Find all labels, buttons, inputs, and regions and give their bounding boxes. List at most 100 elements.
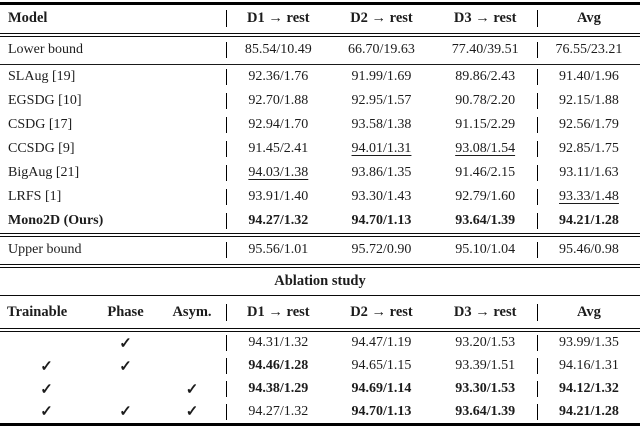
check-phase: ✓	[119, 335, 132, 352]
metric-cell-d2: 93.30/1.43	[351, 188, 412, 204]
table-row-csdg: CSDG [17] 92.94/1.70 93.58/1.38 91.15/2.…	[0, 113, 640, 137]
check-trainable: ✓	[40, 381, 53, 398]
model-name: Lower bound	[8, 42, 84, 57]
metric-cell-d3: 93.30/1.53	[455, 381, 516, 397]
model-name: EGSDG [10]	[8, 92, 82, 108]
metric-cell-d1: 92.36/1.76	[226, 68, 330, 85]
metric-cell-d2: 94.47/1.19	[351, 335, 412, 351]
column-header-d2: D2 → rest	[350, 10, 413, 26]
metric-cell-d1: 85.54/10.49	[226, 42, 330, 58]
ablation-header-row: Trainable Phase Asym. D1 → rest D2 → res…	[0, 296, 640, 328]
model-name: Upper bound	[8, 242, 82, 257]
model-name: SLAug [19]	[8, 68, 76, 84]
metric-cell-d3: 93.20/1.53	[455, 335, 516, 351]
table-row-bigaug: BigAug [21] 94.03/1.38 93.86/1.35 91.46/…	[0, 161, 640, 185]
metric-cell-d2: 66.70/19.63	[348, 42, 415, 57]
metric-cell-d1: 92.70/1.88	[226, 92, 330, 109]
metric-cell-d2: 94.70/1.13	[351, 403, 412, 419]
metric-cell-d1: 91.45/2.41	[226, 140, 330, 157]
column-header-d3: D3 → rest	[453, 10, 517, 26]
metric-cell-d3: 92.79/1.60	[455, 188, 516, 204]
column-header-d1: D1 → rest	[226, 303, 330, 321]
top-rule	[0, 2, 640, 5]
metric-cell-avg: 93.11/1.63	[536, 164, 640, 181]
check-phase: ✓	[119, 404, 132, 421]
metric-cell-d2: 91.99/1.69	[351, 68, 412, 84]
metric-cell-d2: 94.65/1.15	[351, 358, 412, 374]
metric-cell-avg: 92.15/1.88	[536, 92, 640, 109]
metric-cell-d3: 93.64/1.39	[455, 212, 516, 228]
metric-cell-d3: 91.46/2.15	[455, 164, 516, 180]
metric-cell-avg: 92.56/1.79	[536, 116, 640, 133]
column-header-d2: D2 → rest	[350, 303, 413, 320]
metric-cell-d3: 93.39/1.51	[455, 358, 516, 374]
metric-cell-d1: 94.03/1.38	[226, 164, 330, 181]
ablation-row-2: ✓ ✓ 94.46/1.28 94.65/1.15 93.39/1.51 94.…	[0, 355, 640, 378]
column-header-asym: Asym.	[172, 303, 212, 320]
section-rule	[0, 294, 640, 297]
metric-cell-d2: 93.58/1.38	[351, 116, 412, 132]
metric-cell-d1: 94.27/1.32	[226, 212, 330, 229]
ablation-row-4: ✓ ✓ ✓ 94.27/1.32 94.70/1.13 93.64/1.39 9…	[0, 400, 640, 423]
factor-checks: ✓ ✓ ✓	[0, 402, 226, 421]
table-row-upper-bound: Upper bound 95.56/1.01 95.72/0.90 95.10/…	[0, 237, 640, 264]
table-row-lower-bound: Lower bound 85.54/10.49 66.70/19.63 77.4…	[0, 37, 640, 64]
check-trainable: ✓	[40, 358, 53, 375]
metric-cell-d2: 94.01/1.31	[351, 140, 412, 156]
section-rule	[0, 232, 640, 237]
column-header-model: Model	[8, 10, 48, 26]
metric-cell-d3: 93.08/1.54	[455, 140, 516, 156]
metric-cell-d1: 94.27/1.32	[226, 403, 330, 420]
column-header-avg: Avg	[536, 10, 640, 27]
model-name: CSDG [17]	[8, 116, 73, 132]
metric-cell-d2: 93.86/1.35	[351, 164, 412, 180]
metric-cell-d1: 93.91/1.40	[226, 188, 330, 205]
model-name: CCSDG [9]	[8, 140, 75, 156]
column-header-trainable: Trainable	[7, 303, 68, 320]
table-row-egsdg: EGSDG [10] 92.70/1.88 92.95/1.57 90.78/2…	[0, 89, 640, 113]
metric-cell-avg: 93.99/1.35	[536, 335, 640, 352]
ablation-row-3: ✓ ✓ 94.38/1.29 94.69/1.14 93.30/1.53 94.…	[0, 378, 640, 401]
metric-cell-d1: 94.31/1.32	[226, 335, 330, 352]
factor-checks: ✓ ✓	[0, 357, 226, 376]
metric-cell-avg: 94.21/1.28	[536, 403, 640, 420]
metric-cell-d3: 90.78/2.20	[455, 92, 516, 108]
main-table-header-row: Model D1 → rest D2 → rest D3 → rest Avg	[0, 5, 640, 33]
metric-cell-d2: 94.69/1.14	[351, 381, 412, 397]
metric-cell-d3: 77.40/39.51	[451, 42, 519, 57]
metric-cell-avg: 93.33/1.48	[536, 188, 640, 205]
metric-cell-avg: 92.85/1.75	[536, 140, 640, 157]
ablation-title: Ablation study	[274, 272, 366, 289]
section-rule	[0, 63, 640, 65]
metric-cell-d3: 93.64/1.39	[455, 403, 516, 419]
check-trainable: ✓	[40, 404, 53, 421]
column-header-avg: Avg	[536, 303, 640, 321]
ablation-title-row: Ablation study	[0, 268, 640, 295]
metric-cell-avg: 76.55/23.21	[536, 42, 640, 58]
metric-cell-d3: 95.10/1.04	[455, 242, 516, 257]
column-header-d1: D1 → rest	[226, 10, 330, 27]
metric-cell-d2: 95.72/0.90	[351, 242, 412, 257]
column-header-phase: Phase	[107, 303, 144, 320]
table-row-ccsdg: CCSDG [9] 91.45/2.41 94.01/1.31 93.08/1.…	[0, 137, 640, 161]
table-row-mono2d-ours: Mono2D (Ours) 94.27/1.32 94.70/1.13 93.6…	[0, 209, 640, 233]
bottom-rule	[0, 423, 640, 426]
section-rule	[0, 263, 640, 268]
check-phase: ✓	[119, 358, 132, 375]
column-header-d3: D3 → rest	[453, 303, 517, 320]
metric-cell-d1: 92.94/1.70	[226, 116, 330, 133]
header-rule	[0, 328, 640, 333]
ablation-factor-headers: Trainable Phase Asym.	[0, 304, 226, 321]
metric-cell-d3: 91.15/2.29	[455, 116, 516, 132]
metric-cell-d2: 94.70/1.13	[351, 212, 412, 228]
header-rule	[0, 32, 640, 37]
factor-checks: ✓	[0, 334, 226, 353]
table-row-slaug: SLAug [19] 92.36/1.76 91.99/1.69 89.86/2…	[0, 65, 640, 89]
metric-cell-d1: 94.38/1.29	[226, 381, 330, 398]
metric-cell-avg: 94.12/1.32	[536, 381, 640, 398]
check-asym: ✓	[185, 404, 199, 421]
model-name: Mono2D (Ours)	[8, 212, 104, 228]
metric-cell-d3: 89.86/2.43	[455, 68, 516, 84]
metric-cell-avg: 94.16/1.31	[536, 358, 640, 375]
